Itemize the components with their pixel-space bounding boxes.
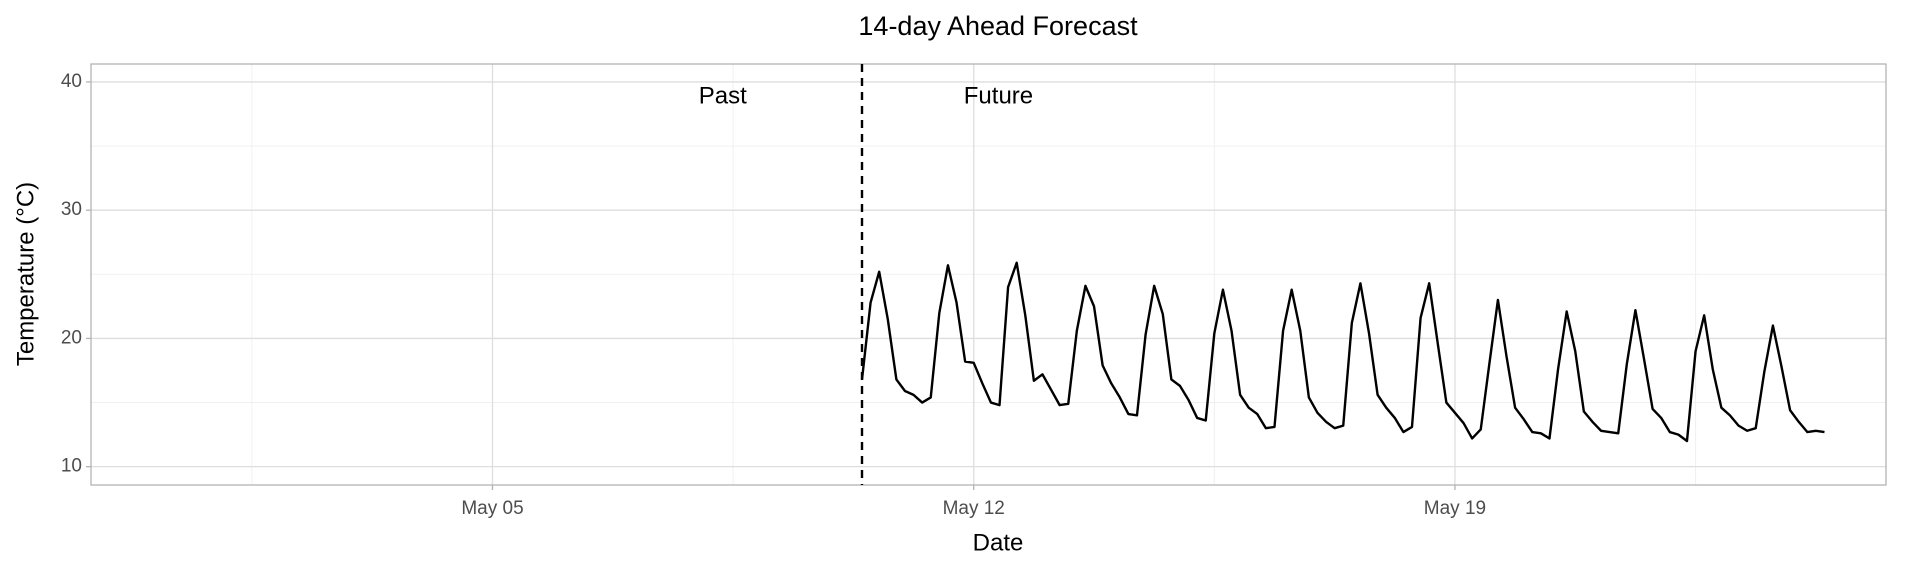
y-tick-label: 10 — [61, 456, 82, 477]
x-axis-label: Date — [973, 529, 1024, 556]
series-line — [860, 261, 1825, 443]
y-tick-label: 40 — [61, 71, 82, 92]
x-tick-label: May 19 — [1424, 498, 1486, 519]
x-tick-label: May 05 — [461, 498, 523, 519]
y-tick-label: 20 — [61, 327, 82, 348]
y-tick-label: 30 — [61, 199, 82, 220]
panel-border — [90, 63, 1887, 486]
annotation: Future — [964, 83, 1033, 110]
chart-title: 14-day Ahead Forecast — [858, 11, 1138, 41]
y-axis-label: Temperature (°C) — [12, 182, 39, 366]
x-tick-label: May 12 — [943, 498, 1005, 519]
annotation: Past — [699, 83, 747, 110]
